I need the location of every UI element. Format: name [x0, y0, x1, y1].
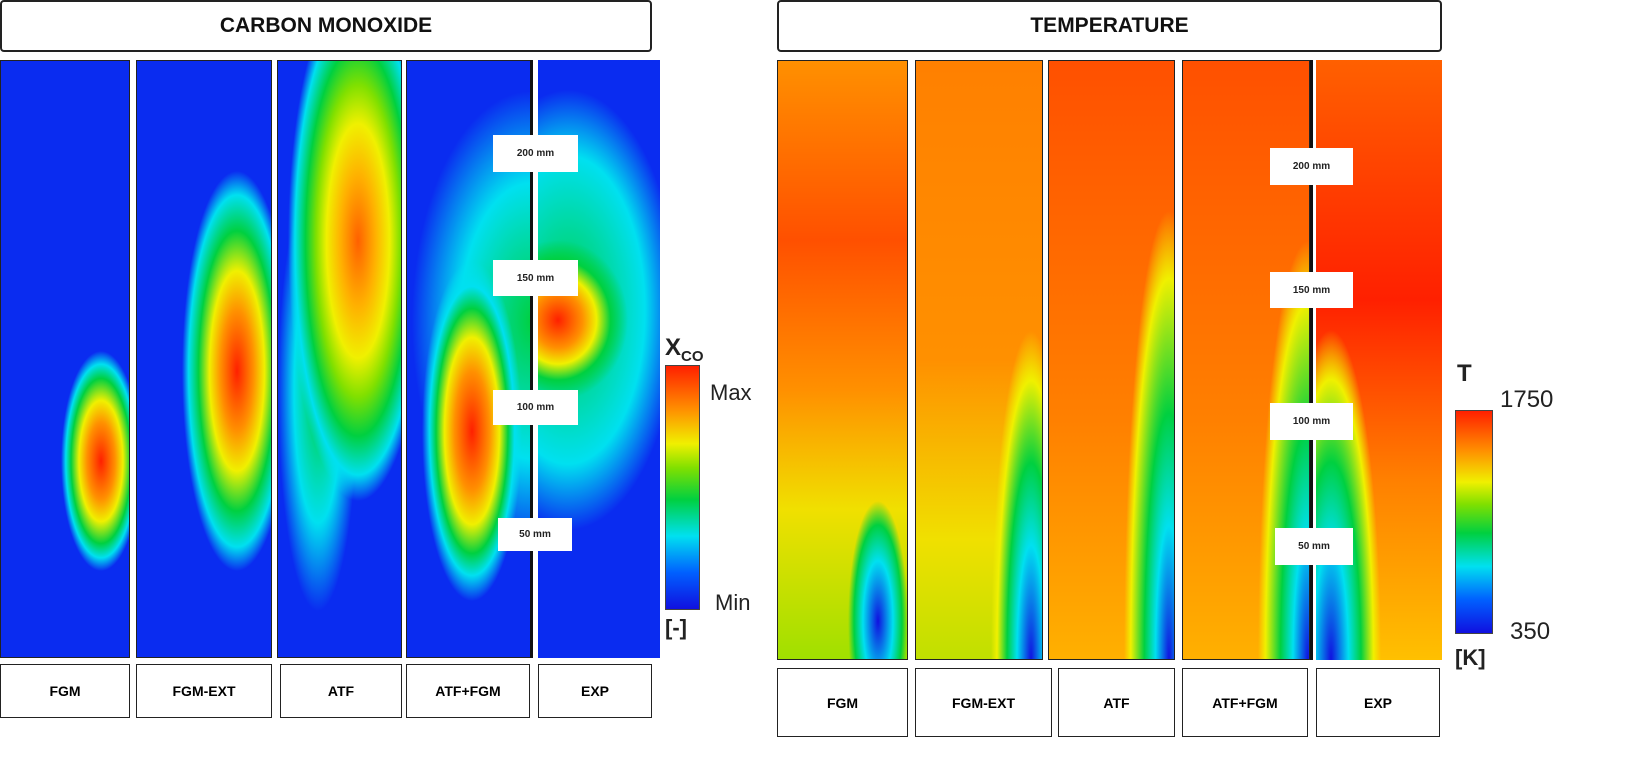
temp-scale-100: 100 mm	[1270, 403, 1353, 440]
co-scale-200: 200 mm	[493, 135, 578, 172]
temp-label-fgm: FGM	[777, 668, 908, 737]
temp-scale-200: 200 mm	[1270, 148, 1353, 185]
co-label-atf-fgm: ATF+FGM	[406, 664, 530, 718]
co-colorbar-max: Max	[710, 380, 752, 405]
co-label-atf: ATF	[280, 664, 402, 718]
co-label-fgm: FGM	[0, 664, 130, 718]
co-scale-100: 100 mm	[493, 390, 578, 425]
co-colorbar-min: Min	[715, 590, 751, 615]
temp-label-fgm-ext: FGM-EXT	[915, 668, 1052, 737]
co-panel-fgm	[0, 60, 130, 658]
temp-exp-axis-line	[1310, 60, 1313, 660]
temp-panel-fgm	[777, 60, 908, 660]
temp-colorbar-max: 1750	[1500, 386, 1554, 413]
temp-colorbar	[1455, 410, 1493, 634]
co-colorbar-symbol: XCO	[665, 334, 704, 365]
temp-label-atf-fgm: ATF+FGM	[1182, 668, 1308, 737]
temp-scale-150: 150 mm	[1270, 272, 1353, 308]
co-scale-50: 50 mm	[498, 518, 572, 551]
temp-colorbar-min: 350	[1510, 618, 1551, 645]
temp-panel-fgm-ext	[915, 60, 1043, 660]
temp-label-atf: ATF	[1058, 668, 1175, 737]
temp-colorbar-symbol: T	[1457, 360, 1472, 387]
co-label-fgm-ext: FGM-EXT	[136, 664, 272, 718]
co-exp-axis-line	[530, 60, 533, 658]
temp-scale-50: 50 mm	[1275, 528, 1353, 565]
temp-colorbar-unit: [K]	[1455, 645, 1486, 670]
temp-label-exp: EXP	[1316, 668, 1440, 737]
temperature-title: TEMPERATURE	[777, 0, 1442, 52]
co-title: CARBON MONOXIDE	[0, 0, 652, 52]
co-panel-fgm-ext	[136, 60, 272, 658]
co-label-exp: EXP	[538, 664, 652, 718]
temp-panel-atf	[1048, 60, 1175, 660]
co-scale-150: 150 mm	[493, 260, 578, 296]
co-panel-atf	[277, 60, 402, 658]
co-colorbar	[665, 365, 700, 610]
co-colorbar-unit: [-]	[665, 615, 687, 640]
co-panel-exp	[538, 60, 660, 658]
